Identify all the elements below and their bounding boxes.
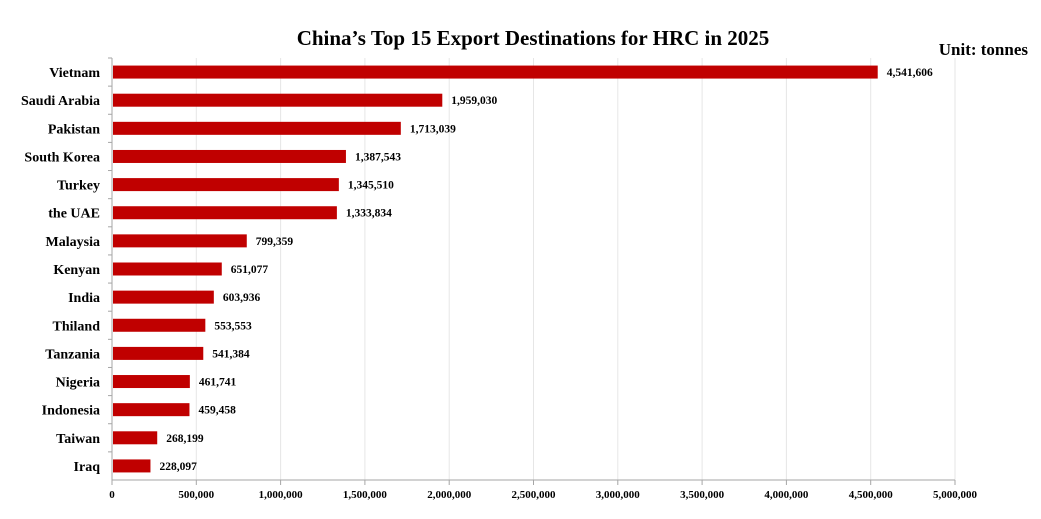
bars (113, 65, 878, 473)
bar (113, 178, 339, 192)
category-label: Kenyan (53, 263, 100, 278)
data-label: 461,741 (199, 377, 237, 389)
category-label: Tanzania (45, 347, 100, 362)
data-label: 268,199 (166, 433, 204, 445)
data-label: 1,713,039 (410, 123, 456, 135)
category-label: Nigeria (56, 376, 100, 391)
bar (113, 459, 151, 473)
category-label: Malaysia (46, 235, 100, 250)
bar (113, 375, 190, 389)
category-label: Turkey (57, 179, 100, 194)
data-label: 4,541,606 (887, 67, 933, 79)
data-label: 1,345,510 (348, 180, 394, 192)
category-label: India (68, 291, 100, 306)
unit-label: Unit: tonnes (939, 40, 1029, 59)
data-label: 553,553 (214, 320, 252, 332)
bar (113, 262, 222, 276)
x-tick-label: 3,000,000 (596, 489, 641, 501)
chart-title: China’s Top 15 Export Destinations for H… (297, 26, 770, 50)
x-tick-label: 1,500,000 (343, 489, 388, 501)
data-label: 541,384 (212, 348, 250, 360)
category-label: South Korea (24, 150, 100, 165)
bar (113, 290, 214, 304)
bar (113, 318, 206, 332)
labels: Vietnam 4,541,606 Saudi Arabia 1,959,030 Pak… (21, 66, 933, 475)
x-tick-label: 0 (109, 489, 115, 501)
bar (113, 121, 401, 135)
bar (113, 234, 247, 248)
x-tick-label: 2,000,000 (427, 489, 472, 501)
data-label: 1,959,030 (451, 95, 497, 107)
bar (113, 93, 443, 107)
category-label: Pakistan (48, 122, 100, 137)
category-label: Vietnam (49, 66, 100, 81)
bar (113, 346, 204, 360)
bar (113, 149, 346, 163)
data-label: 603,936 (223, 292, 261, 304)
category-label: Saudi Arabia (21, 94, 100, 109)
bar (113, 431, 158, 445)
axes: 0 500,000 1,000,000 1,500,000 2,000,000 2,500… (108, 57, 978, 501)
bar (113, 403, 190, 417)
category-label: Indonesia (42, 404, 100, 419)
data-label: 459,458 (198, 405, 236, 417)
data-label: 651,077 (231, 264, 269, 276)
x-tick-label: 2,500,000 (512, 489, 557, 501)
data-label: 799,359 (256, 236, 294, 248)
data-label: 228,097 (159, 461, 197, 473)
x-tick-label: 500,000 (178, 489, 214, 501)
category-label: Iraq (74, 460, 101, 475)
category-label: Taiwan (56, 432, 100, 447)
bar (113, 65, 878, 79)
x-tick-label: 3,500,000 (680, 489, 725, 501)
data-label: 1,333,834 (346, 208, 392, 220)
x-tick-label: 5,000,000 (933, 489, 978, 501)
grid-lines (195, 58, 956, 480)
category-label: the UAE (48, 207, 100, 222)
x-tick-label: 4,500,000 (849, 489, 894, 501)
data-label: 1,387,543 (355, 151, 401, 163)
x-tick-label: 1,000,000 (259, 489, 304, 501)
category-label: Thiland (53, 319, 101, 334)
x-tick-label: 4,000,000 (764, 489, 809, 501)
bar (113, 206, 337, 220)
